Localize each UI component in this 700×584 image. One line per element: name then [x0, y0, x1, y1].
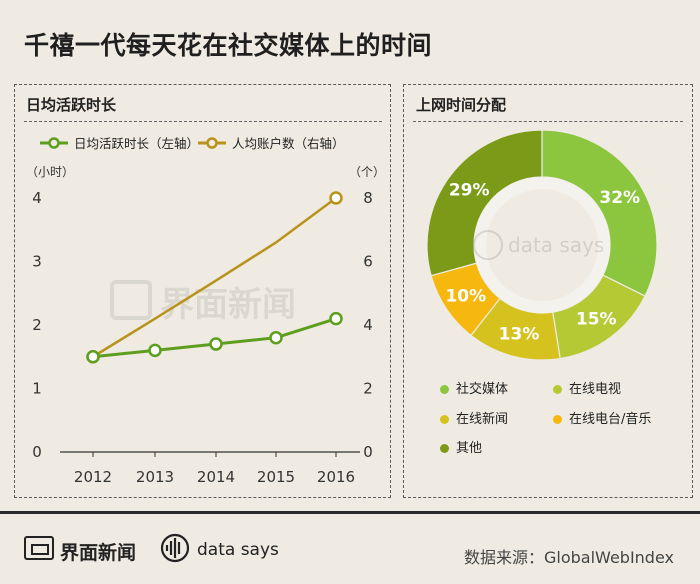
page-title: 千禧一代每天花在社交媒体上的时间 — [24, 31, 433, 60]
donut-value-label: 13% — [499, 325, 540, 345]
donut-value-label: 29% — [449, 181, 490, 201]
series-line-accounts — [92, 196, 337, 358]
legend-label-1: 人均账户数（右轴） — [232, 136, 345, 151]
line-chart-divider — [24, 121, 382, 122]
right-axis-unit: （个） — [349, 165, 385, 179]
donut-slice — [541, 129, 658, 297]
legend-swatch — [440, 385, 449, 394]
data-point-active-time — [269, 330, 283, 345]
legend-marker-0 — [48, 137, 60, 149]
legend-marker-1 — [206, 137, 218, 149]
data-point-active-time — [86, 350, 100, 364]
watermark-data-says-icon — [473, 230, 503, 260]
legend-label-0: 日均活跃时长（左轴） — [74, 136, 199, 151]
legend-swatch — [553, 385, 562, 394]
footer: 界面新闻 data says 数据来源：GlobalWebIndex — [0, 511, 700, 584]
left-tick-label: 0 — [32, 443, 42, 461]
x-tick-label: 2014 — [197, 468, 235, 486]
left-tick-label: 4 — [32, 189, 42, 207]
x-tick-label: 2015 — [257, 468, 295, 486]
donut-legend-item: 在线新闻 — [440, 408, 508, 427]
watermark-data-says-text: data says — [508, 233, 604, 257]
donut-legend-item: 其他 — [440, 437, 482, 456]
data-point-active-time — [148, 343, 162, 358]
data-source: 数据来源：GlobalWebIndex — [464, 548, 674, 567]
donut-chart-title: 上网时间分配 — [416, 96, 507, 114]
x-tick-label: 2012 — [74, 468, 112, 486]
donut-legend-item: 在线电视 — [553, 378, 621, 397]
donut-value-label: 15% — [576, 310, 617, 330]
x-tick-label: 2016 — [317, 468, 355, 486]
legend-label: 社交媒体 — [456, 382, 509, 397]
x-tick-label: 2013 — [136, 468, 174, 486]
donut-slice — [426, 129, 543, 277]
donut-center — [486, 189, 598, 301]
data-says-logo-icon — [160, 533, 190, 563]
watermark-logo-icon — [110, 280, 152, 320]
right-tick-label: 2 — [363, 380, 373, 398]
right-tick-label: 4 — [363, 316, 373, 334]
watermark: 界面新闻 — [110, 280, 296, 325]
data-point-accounts — [329, 191, 343, 205]
brand-name: 界面新闻 — [60, 542, 137, 564]
donut-legend-item: 在线电台/音乐 — [553, 408, 651, 427]
left-tick-label: 3 — [32, 253, 42, 271]
watermark-text: 界面新闻 — [160, 285, 296, 325]
donut-legend-item: 社交媒体 — [440, 378, 508, 397]
legend-label: 在线新闻 — [456, 412, 509, 427]
legend-swatch — [440, 415, 449, 424]
data-point-active-time — [329, 311, 343, 326]
donut-chart-divider — [413, 121, 683, 122]
donut-value-label: 10% — [445, 287, 486, 307]
line-chart-title: 日均活跃时长 — [26, 96, 117, 114]
data-point-active-time — [209, 337, 223, 351]
donut-watermark: data says — [473, 230, 604, 260]
brand-logo-icon — [24, 536, 54, 560]
donut-chart-panel — [403, 84, 693, 498]
data-says-label: data says — [197, 540, 279, 560]
legend-label: 其他 — [456, 441, 483, 456]
left-axis-unit: （小时） — [26, 165, 74, 179]
donut-value-label: 32% — [599, 188, 640, 208]
legend-label: 在线电台/音乐 — [569, 412, 652, 427]
legend-swatch — [553, 415, 562, 424]
legend-swatch — [440, 444, 449, 453]
right-tick-label: 8 — [363, 189, 373, 207]
right-tick-label: 6 — [363, 253, 373, 271]
left-tick-label: 2 — [32, 316, 42, 334]
left-tick-label: 1 — [32, 380, 42, 398]
line-chart-panel — [14, 84, 391, 498]
legend-label: 在线电视 — [569, 382, 622, 397]
right-tick-label: 0 — [363, 443, 373, 461]
